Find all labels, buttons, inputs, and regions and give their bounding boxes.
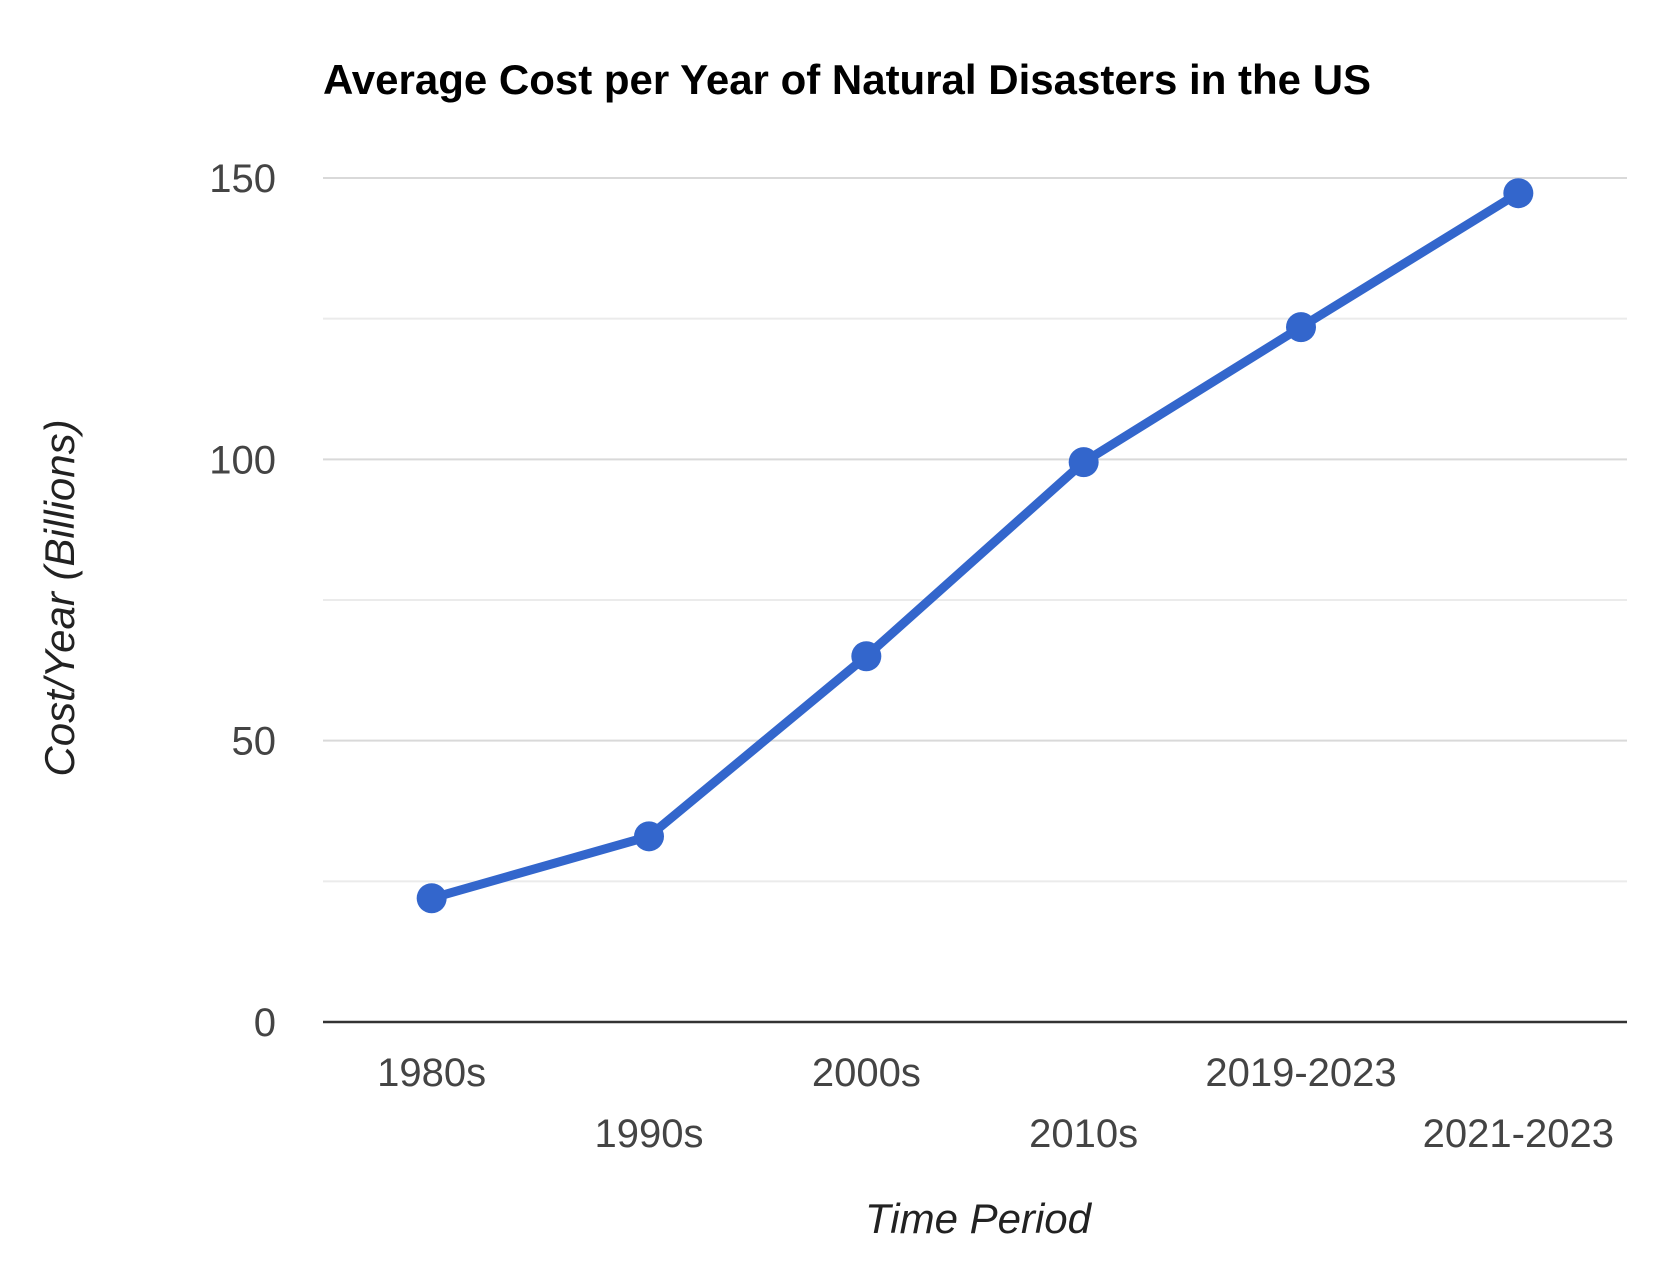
y-tick-label: 50 — [232, 720, 277, 764]
gridlines — [323, 177, 1627, 883]
series-group — [416, 178, 1534, 914]
y-tick-label: 0 — [254, 1001, 276, 1045]
chart-title: Average Cost per Year of Natural Disaste… — [323, 56, 1371, 103]
data-point[interactable] — [416, 883, 447, 914]
data-point[interactable] — [1068, 447, 1099, 478]
y-tick-label: 100 — [209, 438, 276, 482]
x-tick-label: 1990s — [595, 1112, 704, 1156]
x-axis-title: Time Period — [865, 1195, 1093, 1242]
y-axis-title: Cost/Year (Billions) — [36, 419, 83, 776]
y-axis-ticks: 0 50 100 150 — [209, 157, 276, 1045]
x-tick-label: 2021-2023 — [1423, 1112, 1614, 1156]
data-point[interactable] — [1503, 178, 1534, 209]
series-line — [427, 188, 1523, 903]
data-point[interactable] — [851, 641, 882, 672]
data-point[interactable] — [634, 821, 664, 852]
x-axis-ticks: 1980s 1990s 2000s 2010s 2019-2023 2021-2023 — [377, 1051, 1614, 1156]
y-tick-label: 150 — [209, 157, 276, 201]
x-tick-label: 2010s — [1029, 1112, 1138, 1156]
data-point[interactable] — [1286, 312, 1316, 343]
x-tick-label: 2019-2023 — [1205, 1051, 1396, 1095]
x-tick-label: 1980s — [377, 1051, 486, 1095]
x-tick-label: 2000s — [812, 1051, 921, 1095]
